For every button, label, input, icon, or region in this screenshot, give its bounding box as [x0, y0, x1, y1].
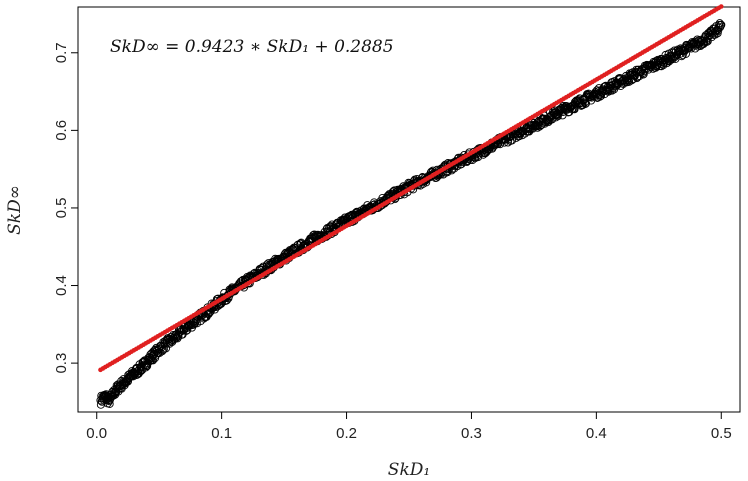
y-axis: 0.3 0.4 0.5 0.6 0.7: [53, 42, 78, 374]
observed-point: [715, 19, 724, 28]
observed-point: [204, 310, 213, 319]
observed-point: [105, 397, 114, 406]
observed-point: [148, 356, 157, 365]
observed-point: [703, 37, 712, 46]
y-tick-label: 0.4: [53, 275, 70, 296]
x-axis: 0.0 0.1 0.2 0.3 0.4 0.5: [86, 412, 732, 442]
observed-point: [717, 20, 726, 29]
y-tick-label: 0.3: [53, 353, 70, 374]
x-axis-label: SkD₁: [388, 460, 430, 480]
plot-area: [77, 6, 741, 413]
y-tick-label: 0.6: [53, 120, 70, 141]
x-tick-label: 0.0: [86, 425, 107, 442]
observed-point: [581, 99, 591, 108]
x-tick-label: 0.3: [461, 425, 482, 442]
observed-point: [639, 70, 648, 79]
observed-point: [693, 42, 702, 51]
regression-equation: SkD∞ = 0.9423 ∗ SkD₁ + 0.2885: [110, 37, 394, 57]
observed-points: [96, 19, 726, 409]
observed-point: [141, 363, 150, 372]
x-tick-label: 0.5: [711, 425, 732, 442]
y-tick-label: 0.7: [53, 42, 70, 63]
observed-point: [535, 122, 544, 131]
observed-point: [702, 37, 711, 46]
fitted-line-points: [98, 4, 724, 373]
x-tick-label: 0.4: [586, 425, 607, 442]
plot-frame: [77, 6, 741, 413]
y-tick-label: 0.5: [53, 198, 70, 219]
observed-point: [677, 52, 686, 61]
fitted-point: [718, 4, 724, 9]
y-axis-label: SkD∞: [5, 185, 25, 235]
x-tick-label: 0.1: [211, 425, 232, 442]
x-tick-label: 0.2: [336, 425, 357, 442]
